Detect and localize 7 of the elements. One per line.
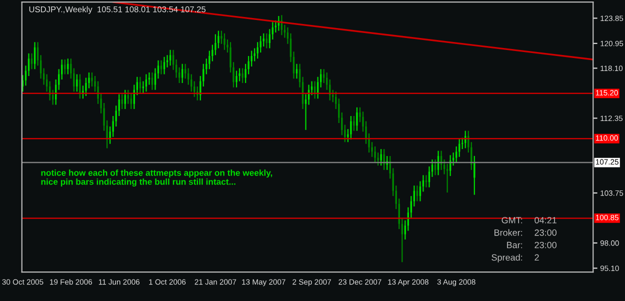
annotation: 23:00	[534, 229, 557, 236]
annotation: Bar:	[507, 242, 522, 248]
annotation: notice how each of these attmepts appear on the weekly, nice pin bars indicating the bull run still intact...	[41, 170, 272, 187]
annotation: 23:00	[534, 242, 557, 248]
annotation: 2	[534, 254, 539, 261]
annotation: Broker:	[494, 229, 522, 236]
annotation: Spread:	[492, 254, 522, 262]
